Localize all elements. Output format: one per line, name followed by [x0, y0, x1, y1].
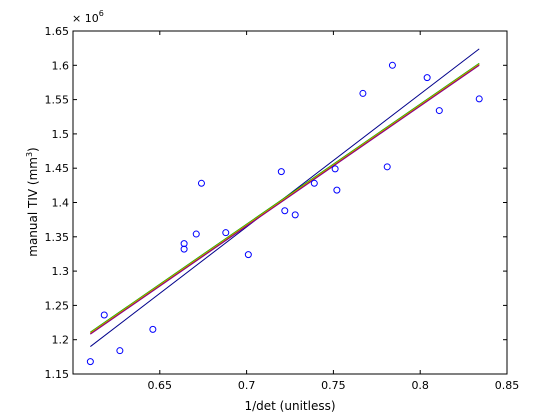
data-point-11	[277, 168, 285, 176]
data-points-group	[86, 61, 483, 366]
y-tick-label: 1.25	[45, 299, 70, 312]
data-point-12	[281, 207, 289, 215]
y-tick-label: 1.5	[52, 128, 70, 141]
x-tick-label: 0.85	[495, 379, 520, 392]
fit-lines-group	[90, 48, 480, 347]
data-point-6	[180, 245, 188, 253]
data-point-10	[244, 251, 252, 259]
x-tick-label: 0.7	[238, 379, 256, 392]
y-tick-label: 1.35	[45, 231, 70, 244]
y-axis-ticks: 1.15 1.2 1.25 1.3 1.35 1.4 1.45 1.5 1.55 1.6 1.65	[45, 25, 507, 381]
data-point-18	[383, 163, 391, 171]
x-tick-label: 0.65	[148, 379, 173, 392]
data-point-5	[180, 240, 188, 248]
y-tick-label: 1.2	[52, 334, 70, 347]
data-point-15	[331, 165, 339, 173]
data-point-14	[310, 179, 318, 187]
y-exponent-power: 6	[99, 9, 104, 18]
fit-line-3	[90, 64, 480, 334]
y-tick-label: 1.55	[45, 94, 70, 107]
plot-area-frame	[72, 30, 508, 375]
fit-line-5	[90, 64, 480, 335]
data-point-20	[423, 74, 431, 82]
x-tick-label: 0.75	[321, 379, 346, 392]
data-point-2	[100, 311, 108, 319]
data-point-1	[86, 358, 94, 366]
y-axis-label: manual TIV (mm3)	[25, 147, 40, 257]
data-point-22	[475, 95, 483, 103]
x-tick-label: 0.8	[411, 379, 429, 392]
y-tick-label: 1.6	[52, 59, 70, 72]
y-axis-label-close: )	[26, 147, 40, 152]
y-tick-label: 1.3	[52, 265, 70, 278]
fit-line-4	[90, 63, 480, 334]
data-point-9	[222, 229, 230, 237]
x-axis-label: 1/det (unitless)	[244, 399, 335, 413]
y-tick-label: 1.15	[45, 368, 70, 381]
x-axis-ticks: 0.65 0.7 0.75 0.8 0.85	[148, 31, 520, 392]
y-tick-label: 1.65	[45, 25, 70, 38]
y-tick-label: 1.4	[52, 197, 70, 210]
y-axis-exponent: × 106	[72, 9, 104, 25]
data-point-8	[197, 179, 205, 187]
y-tick-label: 1.45	[45, 162, 70, 175]
data-point-21	[435, 107, 443, 115]
y-axis-label-superscript: 3	[25, 152, 34, 157]
data-point-17	[359, 89, 367, 97]
data-point-16	[333, 186, 341, 194]
y-exponent-base: × 10	[72, 12, 99, 25]
data-point-3	[116, 347, 124, 355]
data-point-4	[149, 325, 157, 333]
data-point-19	[388, 61, 396, 69]
data-point-13	[291, 211, 299, 219]
fit-line-2	[90, 62, 480, 333]
y-axis-label-text: manual TIV (mm	[26, 157, 40, 257]
data-point-7	[192, 230, 200, 238]
